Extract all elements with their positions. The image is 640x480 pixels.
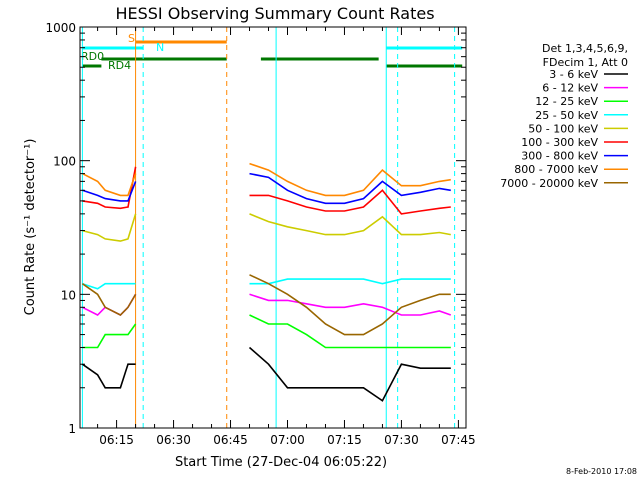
legend-label: 25 - 50 keV (535, 109, 598, 122)
flag-label: RD4 (108, 59, 131, 72)
series-line-4 (249, 278, 451, 285)
y-tick-label: 1000 (45, 21, 76, 35)
flag-bars: S N RD0 RD4 (81, 32, 463, 72)
series-line-3 (249, 314, 451, 349)
series-line-1 (248, 346, 451, 402)
legend-header: FDecim 1, Att 0 (543, 56, 628, 69)
timestamp: 8-Feb-2010 17:08 (566, 467, 637, 476)
legend-label: 12 - 25 keV (535, 95, 598, 108)
series-line-8 (82, 172, 137, 197)
legend-header: Det 1,3,4,5,6,9, (542, 42, 628, 55)
x-tick-label: 07:30 (384, 433, 419, 447)
legend: Det 1,3,4,5,6,9,FDecim 1, Att 03 - 6 keV… (500, 42, 628, 190)
legend-label: 50 - 100 keV (528, 122, 598, 135)
markers (81, 27, 456, 428)
flag-label: RD0 (81, 50, 104, 63)
series-line-4 (82, 282, 136, 290)
x-tick-label: 07:45 (441, 433, 476, 447)
x-tick-label: 07:15 (327, 433, 362, 447)
flag-label: S (128, 32, 135, 45)
legend-label: 3 - 6 keV (549, 68, 598, 81)
y-tick-label: 1 (68, 422, 76, 436)
flag-label: N (156, 41, 164, 54)
series-line-8 (249, 162, 451, 197)
chart-title: HESSI Observing Summary Count Rates (115, 4, 434, 23)
axes: 06:15 06:30 06:45 07:00 07:15 07:30 07:45 1 10 10… (45, 21, 475, 447)
series-line-3 (82, 323, 137, 349)
legend-label: 7000 - 20000 keV (500, 177, 598, 190)
series-line-2 (249, 293, 452, 316)
y-tick-label: 100 (53, 155, 76, 169)
x-axis-label: Start Time (27-Dec-04 06:05:22) (175, 455, 387, 470)
series-line-6 (249, 189, 451, 215)
x-tick-label: 06:15 (99, 433, 134, 447)
legend-label: 800 - 7000 keV (514, 163, 598, 176)
legend-label: 6 - 12 keV (542, 82, 598, 95)
series-lines (81, 162, 452, 402)
series-line-1 (81, 363, 136, 389)
y-tick-label: 10 (61, 288, 76, 302)
series-line-7 (249, 172, 451, 205)
legend-label: 100 - 300 keV (521, 136, 598, 149)
series-line-5 (249, 213, 451, 236)
series-line-6 (82, 166, 137, 210)
series-line-9 (81, 283, 137, 316)
x-tick-label: 06:45 (213, 433, 248, 447)
series-line-2 (82, 293, 137, 316)
plot-frame (79, 26, 467, 429)
x-tick-label: 07:00 (270, 433, 305, 447)
series-line-9 (249, 274, 451, 336)
x-tick-label: 06:30 (156, 433, 191, 447)
series-line-5 (82, 213, 137, 242)
legend-label: 300 - 800 keV (521, 150, 598, 163)
series-line-7 (82, 181, 137, 202)
y-axis-label: Count Rate (s⁻¹ detector⁻¹) (23, 139, 38, 316)
